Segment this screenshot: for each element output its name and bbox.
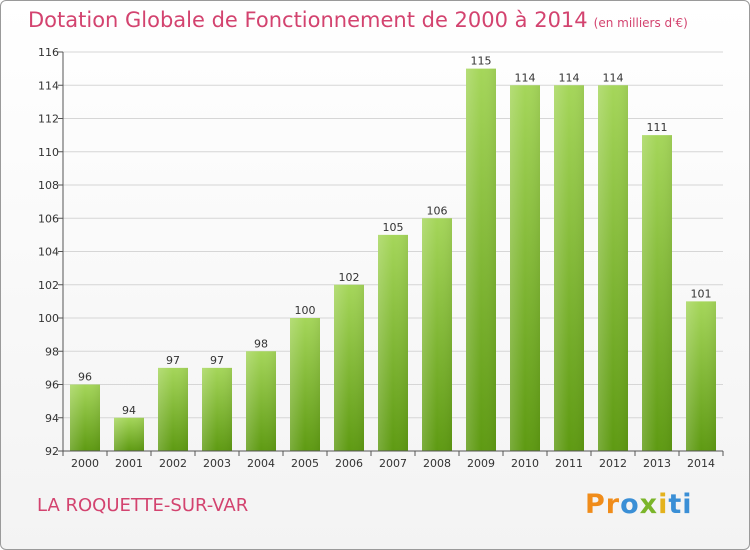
y-tick-label: 110 xyxy=(38,146,59,159)
bar-shine-2005 xyxy=(290,318,320,451)
bar-shine-2004 xyxy=(246,351,276,451)
x-tick-label: 2003 xyxy=(203,457,231,470)
bar-value-label: 100 xyxy=(295,304,316,317)
x-tick-label: 2007 xyxy=(379,457,407,470)
bar-value-label: 114 xyxy=(603,71,624,84)
y-tick-label: 94 xyxy=(45,412,59,425)
bar-shine-2013 xyxy=(642,135,672,451)
x-tick-label: 2013 xyxy=(643,457,671,470)
logo-part-3: x xyxy=(639,489,659,520)
logo-part-2: o xyxy=(620,489,640,520)
bar-value-label: 105 xyxy=(383,221,404,234)
place-name: LA ROQUETTE-SUR-VAR xyxy=(37,495,249,516)
y-tick-label: 102 xyxy=(38,279,59,292)
y-tick-label: 92 xyxy=(45,445,59,458)
bar-value-label: 111 xyxy=(647,121,668,134)
bar-shine-2009 xyxy=(466,68,496,451)
bar-shine-2002 xyxy=(158,367,188,451)
y-tick-label: 112 xyxy=(38,113,59,126)
logo-part-4: i xyxy=(658,489,669,520)
y-tick-label: 104 xyxy=(38,246,59,259)
bar-value-label: 115 xyxy=(471,55,492,68)
bar-shine-2001 xyxy=(114,417,144,451)
bar-shine-2011 xyxy=(554,85,584,451)
x-tick-label: 2009 xyxy=(467,457,495,470)
x-tick-label: 2002 xyxy=(159,457,187,470)
bar-value-label: 97 xyxy=(166,354,180,367)
bar-value-label: 94 xyxy=(122,404,136,417)
bar-value-label: 102 xyxy=(339,271,360,284)
y-tick-label: 98 xyxy=(45,345,59,358)
bar-shine-2007 xyxy=(378,234,408,451)
bar-value-label: 114 xyxy=(515,71,536,84)
bar-shine-2008 xyxy=(422,218,452,451)
bar-value-label: 97 xyxy=(210,354,224,367)
x-tick-label: 2008 xyxy=(423,457,451,470)
bar-shine-2006 xyxy=(334,284,364,451)
bar-shine-2012 xyxy=(598,85,628,451)
proxiti-logo: Proxiti xyxy=(585,489,693,520)
y-tick-label: 116 xyxy=(38,46,59,59)
bar-value-label: 101 xyxy=(691,287,712,300)
bar-value-label: 114 xyxy=(559,71,580,84)
x-tick-label: 2005 xyxy=(291,457,319,470)
x-tick-label: 2006 xyxy=(335,457,363,470)
x-tick-label: 2011 xyxy=(555,457,583,470)
y-tick-label: 96 xyxy=(45,379,59,392)
bar-shine-2003 xyxy=(202,367,232,451)
bar-value-label: 98 xyxy=(254,337,268,350)
x-tick-label: 2010 xyxy=(511,457,539,470)
y-tick-label: 108 xyxy=(38,179,59,192)
bar-shine-2010 xyxy=(510,85,540,451)
x-tick-label: 2012 xyxy=(599,457,627,470)
bar-value-label: 96 xyxy=(78,371,92,384)
bar-value-label: 106 xyxy=(427,204,448,217)
bar-shine-2000 xyxy=(70,384,100,451)
chart-subtitle: (en milliers d'€) xyxy=(593,16,688,30)
x-tick-label: 2004 xyxy=(247,457,275,470)
x-tick-label: 2001 xyxy=(115,457,143,470)
y-tick-label: 114 xyxy=(38,79,59,92)
x-tick-label: 2014 xyxy=(687,457,715,470)
y-tick-label: 106 xyxy=(38,212,59,225)
logo-part-5: ti xyxy=(668,489,693,520)
y-tick-label: 100 xyxy=(38,312,59,325)
x-tick-label: 2000 xyxy=(71,457,99,470)
chart-title-text: Dotation Globale de Fonctionnement de 20… xyxy=(28,8,588,32)
bar-shine-2014 xyxy=(686,301,716,451)
chart-title: Dotation Globale de Fonctionnement de 20… xyxy=(28,8,688,32)
logo-part-1: Pr xyxy=(585,489,621,520)
